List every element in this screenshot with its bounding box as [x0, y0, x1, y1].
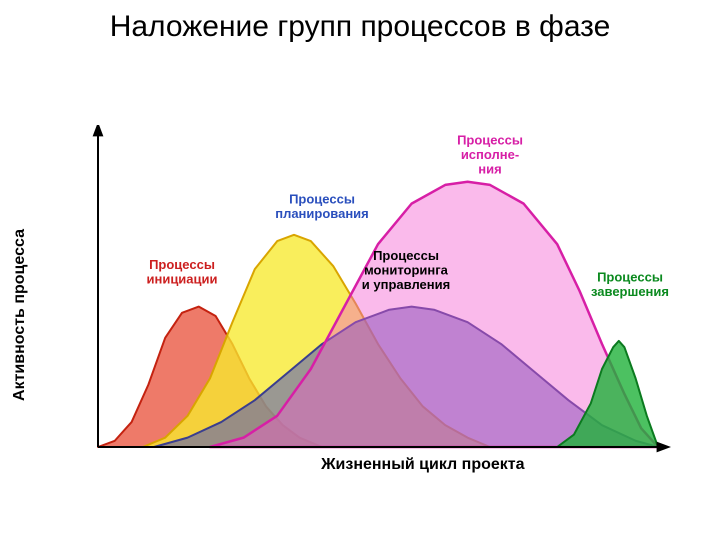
label-closing: Процессызавершения — [591, 270, 669, 300]
y-axis-label: Активность процесса — [11, 229, 29, 401]
label-initiation: Процессыинициации — [146, 257, 217, 287]
chart-area: Активность процесса Жизненный цикл проек… — [40, 125, 680, 505]
label-planning: Процессыпланирования — [275, 192, 369, 222]
process-overlap-chart: Жизненный цикл проекта Процессыинициации П… — [40, 125, 680, 505]
label-monitoring: Процессымониторингаи управления — [362, 248, 450, 292]
page-title: Наложение групп процессов в фазе — [0, 10, 720, 45]
x-axis-label: Жизненный цикл проекта — [320, 456, 525, 473]
